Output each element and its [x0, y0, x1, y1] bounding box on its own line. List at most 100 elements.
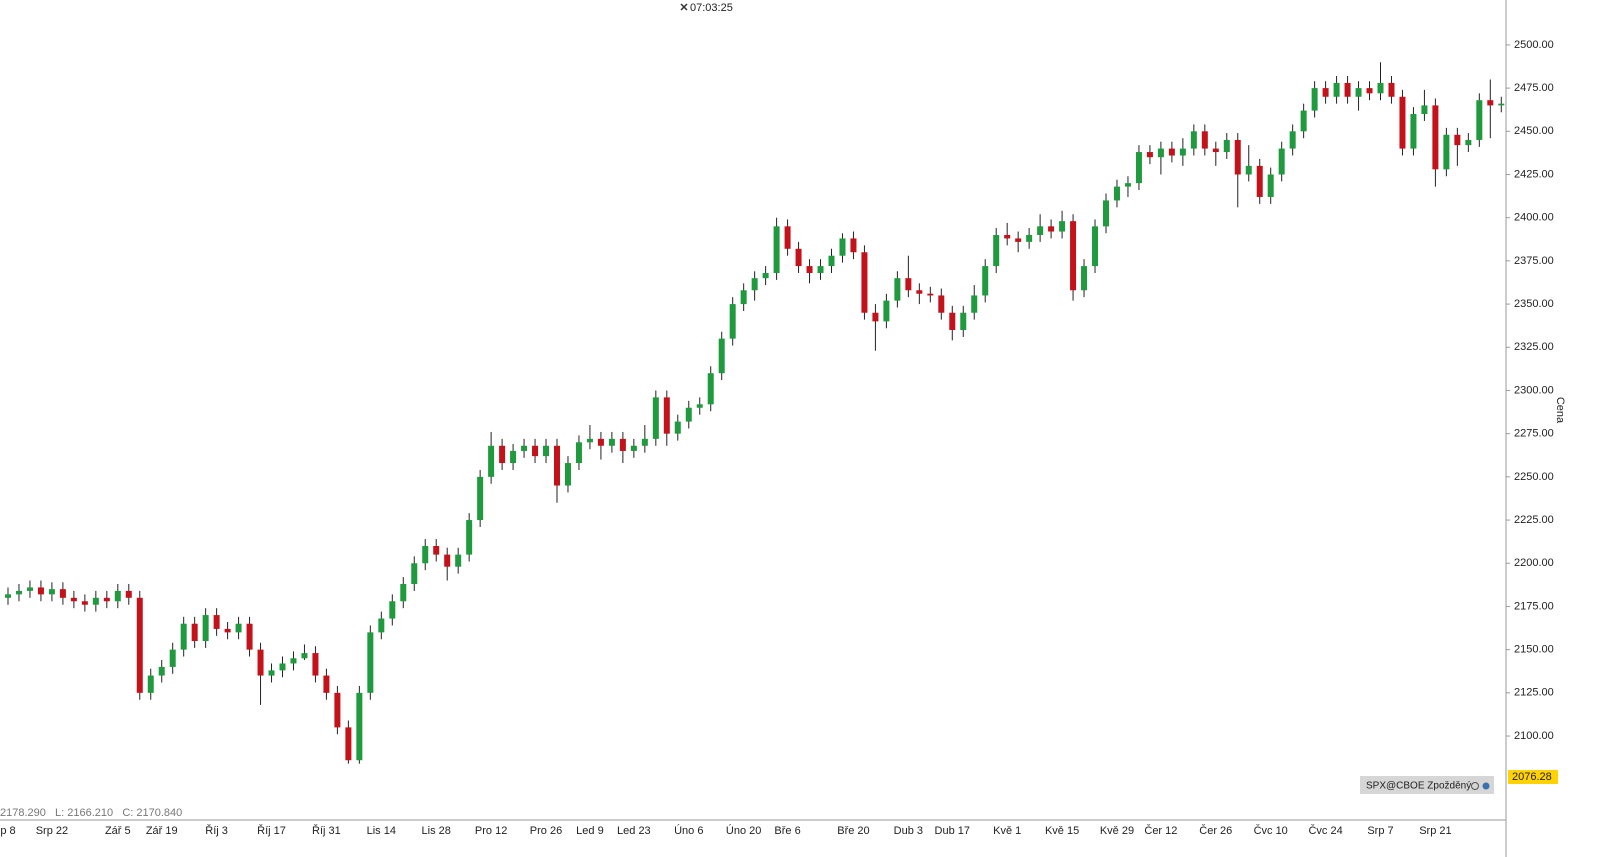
- candle-body: [345, 727, 352, 761]
- candle-body: [290, 658, 297, 664]
- candle-body: [5, 594, 11, 598]
- x-tick-label: Srp 21: [1419, 825, 1451, 837]
- y-tick-label: 2350.00: [1514, 298, 1554, 310]
- candle-body: [971, 295, 978, 313]
- candle-body: [817, 266, 824, 273]
- candle-body: [850, 238, 857, 253]
- x-tick-label: Říj 3: [205, 824, 228, 837]
- x-tick-label: Lis 14: [367, 825, 396, 837]
- candle-body: [1081, 266, 1088, 291]
- candle-body: [894, 278, 901, 301]
- x-tick-label: Led 9: [576, 825, 604, 837]
- candle-body: [1113, 186, 1120, 201]
- candle-body: [784, 226, 791, 249]
- candle-body: [367, 632, 374, 693]
- y-tick-label: 2400.00: [1514, 212, 1554, 224]
- candle-body: [169, 649, 176, 667]
- candle-body: [543, 445, 550, 457]
- close-icon[interactable]: [680, 3, 688, 11]
- candle-body: [477, 476, 484, 521]
- candle-body: [1157, 148, 1164, 158]
- candle-body: [1410, 114, 1417, 149]
- symbol-badge: SPX@CBOE Zpožděný: [1360, 776, 1494, 794]
- candle-body: [1179, 148, 1186, 156]
- y-tick-label: 2125.00: [1514, 687, 1554, 699]
- y-tick-label: 2250.00: [1514, 471, 1554, 483]
- candle-body: [1124, 183, 1131, 187]
- candle-body: [70, 597, 77, 602]
- ohlc-readout: 2178.290 L: 2166.210 C: 2170.840: [0, 807, 182, 819]
- y-tick-label: 2300.00: [1514, 384, 1554, 396]
- candle-body: [1333, 82, 1340, 97]
- badge-icon[interactable]: [1471, 782, 1479, 790]
- candle-body: [1432, 105, 1439, 170]
- x-tick-label: Lis 28: [422, 825, 451, 837]
- candle-body: [1004, 234, 1011, 239]
- candle-body: [213, 615, 220, 629]
- candle-body: [114, 590, 121, 602]
- candle-body: [707, 373, 714, 405]
- candle-body: [762, 272, 769, 279]
- candle-body: [1223, 139, 1230, 153]
- y-tick-label: 2325.00: [1514, 341, 1554, 353]
- candle-body: [1322, 88, 1329, 97]
- candle-body: [960, 312, 967, 331]
- candle-body: [224, 628, 231, 633]
- candle-body: [1103, 200, 1109, 227]
- candle-body: [949, 312, 956, 331]
- candle-body: [927, 293, 934, 296]
- candle-body: [1234, 139, 1241, 175]
- candle-body: [828, 255, 835, 267]
- candle-body: [15, 590, 22, 595]
- y-tick-label: 2175.00: [1514, 600, 1554, 612]
- candle-body: [356, 692, 363, 761]
- candle-body: [586, 438, 593, 443]
- candle-body: [1311, 88, 1318, 111]
- candle-body: [608, 438, 615, 446]
- candle-body: [1059, 221, 1066, 232]
- candle-body: [455, 554, 462, 567]
- candle-body: [641, 438, 648, 446]
- candle-body: [806, 266, 813, 273]
- candle-body: [312, 653, 319, 676]
- candle-body: [872, 312, 879, 322]
- y-tick-label: 2100.00: [1514, 730, 1554, 742]
- y-tick-label: 2225.00: [1514, 514, 1554, 526]
- candle-body: [839, 238, 846, 256]
- y-tick-label: 2275.00: [1514, 428, 1554, 440]
- candle-body: [1399, 96, 1406, 149]
- last-price-marker: [1508, 770, 1558, 785]
- candle-body: [883, 300, 890, 322]
- clock-time: 07:03:25: [690, 2, 733, 14]
- candle-body: [136, 597, 143, 693]
- candle-body: [488, 445, 495, 477]
- candle-body: [279, 663, 286, 671]
- x-tick-label: Srp 22: [36, 825, 68, 837]
- candle-body: [597, 438, 604, 446]
- x-tick-label: Dub 3: [894, 825, 923, 837]
- candle-body: [444, 554, 451, 567]
- x-tick-label: Zář 5: [105, 825, 131, 837]
- y-tick-label: 2200.00: [1514, 557, 1554, 569]
- candle-body: [1168, 148, 1175, 156]
- x-tick-label: Led 23: [617, 825, 651, 837]
- candle-body: [235, 623, 242, 633]
- candle-body: [982, 266, 989, 296]
- x-tick-label: Kvě 29: [1100, 825, 1134, 837]
- candle-body: [334, 692, 341, 728]
- y-tick-label: 2375.00: [1514, 255, 1554, 267]
- candle-body: [499, 445, 506, 464]
- candle-body: [1146, 152, 1153, 158]
- x-tick-label: Kvě 15: [1045, 825, 1079, 837]
- badge-icon[interactable]: [1482, 782, 1490, 790]
- x-tick-label: Čvc 10: [1254, 824, 1288, 837]
- candle-body: [740, 290, 747, 305]
- candle-body: [1344, 82, 1351, 97]
- candle-body: [773, 226, 780, 273]
- candle-body: [575, 442, 582, 464]
- candle-body: [1443, 134, 1450, 170]
- candle-body: [1278, 148, 1285, 175]
- candle-body: [37, 587, 44, 595]
- candle-body: [180, 623, 187, 650]
- x-tick-label: Čer 12: [1144, 824, 1177, 837]
